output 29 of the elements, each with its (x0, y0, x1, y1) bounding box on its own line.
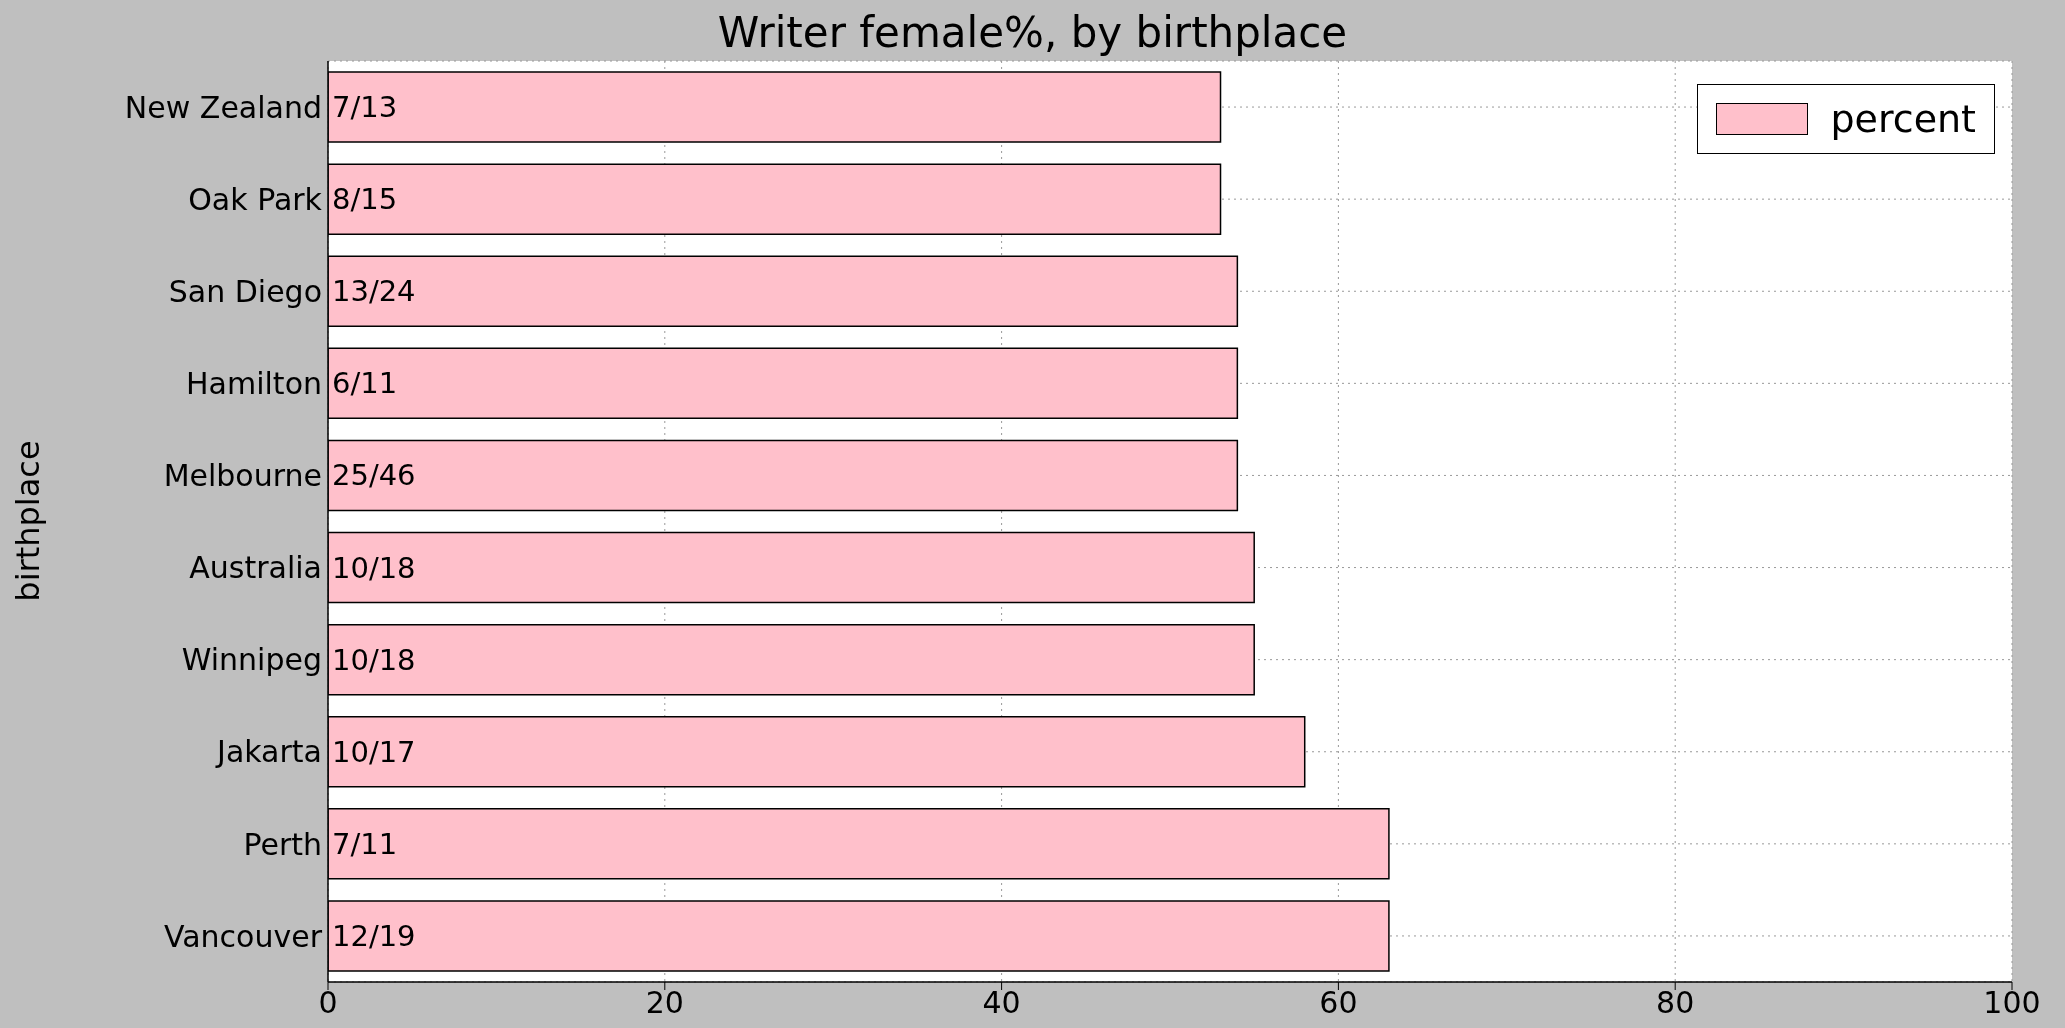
data-label: 7/13 (332, 90, 398, 125)
y-tick-label: Oak Park (188, 181, 323, 217)
y-tick-label: Australia (189, 550, 322, 586)
y-tick-label: Melbourne (163, 458, 322, 494)
y-axis-title: birthplace (9, 440, 47, 602)
x-tick-label: 40 (982, 985, 1021, 1021)
data-label: 7/11 (332, 826, 398, 861)
y-tick-label: New Zealand (124, 89, 322, 125)
y-tick-label: Jakarta (215, 734, 322, 770)
y-tick-label: Hamilton (186, 366, 322, 401)
x-tick-label: 100 (1983, 985, 2041, 1021)
data-label: 12/19 (332, 918, 416, 953)
y-tick-label: Vancouver (164, 918, 323, 954)
x-tick-label: 80 (1656, 985, 1695, 1021)
y-tick-label: San Diego (168, 273, 322, 309)
x-tick-label: 20 (645, 985, 684, 1021)
data-label: 6/11 (332, 366, 398, 401)
data-label: 25/46 (332, 458, 416, 493)
legend-label: percent (1830, 97, 1976, 141)
y-tick-label: Perth (243, 826, 322, 862)
y-tick-label: Winnipeg (181, 642, 322, 678)
data-label: 8/15 (332, 182, 398, 217)
x-tick-label: 0 (318, 985, 338, 1021)
x-tick-label: 60 (1319, 985, 1358, 1021)
data-label: 10/17 (332, 734, 416, 769)
data-label: 10/18 (332, 642, 416, 677)
data-label: 13/24 (332, 274, 416, 309)
chart-title: Writer female%, by birthplace (716, 8, 1349, 57)
data-label: 10/18 (332, 550, 416, 585)
